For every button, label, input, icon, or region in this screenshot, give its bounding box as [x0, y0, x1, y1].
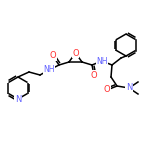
- Text: NH: NH: [96, 57, 108, 66]
- Text: O: O: [72, 48, 79, 57]
- Text: N: N: [15, 94, 21, 103]
- Text: NH: NH: [43, 66, 55, 75]
- Text: O: O: [91, 70, 97, 80]
- Text: O: O: [50, 51, 56, 60]
- Text: O: O: [104, 85, 110, 94]
- Text: N: N: [126, 84, 132, 93]
